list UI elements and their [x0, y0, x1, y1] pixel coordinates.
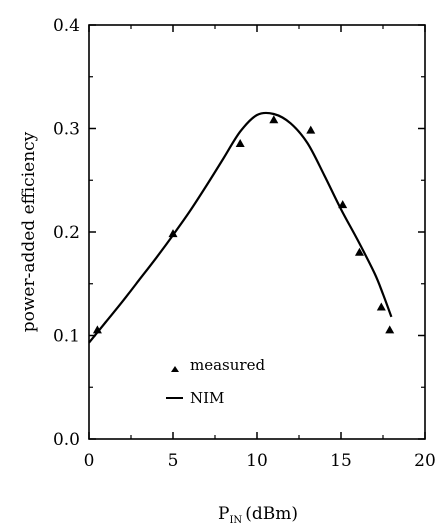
measured-point: [385, 325, 395, 334]
x-axis-label-subscript: IN: [229, 515, 242, 526]
legend-label-measured: measured: [190, 356, 265, 374]
y-tick-label: 0.4: [53, 16, 80, 36]
legend-triangle-marker: [171, 366, 179, 372]
measured-series-points: [92, 115, 395, 334]
y-axis-ticks: 0.0 0.1 0.2 0.3 0.4: [53, 16, 425, 450]
x-axis-ticks: 0 5 10 15 20: [84, 25, 436, 471]
measured-point: [235, 139, 245, 148]
plot-frame: [88, 24, 426, 440]
x-tick-label: 15: [330, 451, 352, 471]
measured-point: [306, 125, 316, 134]
legend-label-nim: NIM: [190, 389, 224, 407]
nim-series-line: [88, 111, 393, 344]
measured-point: [92, 325, 102, 334]
x-tick-label: 10: [246, 451, 268, 471]
y-tick-label: 0.0: [53, 430, 80, 450]
y-tick-label: 0.1: [53, 327, 80, 347]
x-axis-label-main: P: [218, 504, 229, 524]
x-axis-label: PIN (dBm): [218, 504, 298, 526]
x-tick-label: 0: [84, 451, 95, 471]
measured-point: [269, 115, 279, 124]
measured-point: [338, 200, 348, 209]
measured-point: [376, 302, 386, 311]
measured-point: [168, 229, 178, 238]
x-tick-label: 5: [168, 451, 179, 471]
measured-point: [354, 247, 364, 256]
y-axis-label: power-added efficiency: [19, 131, 39, 332]
legend: measured NIM: [166, 356, 265, 407]
y-tick-label: 0.3: [53, 120, 80, 140]
x-axis-label-unit: (dBm): [245, 504, 298, 524]
y-tick-label: 0.2: [53, 223, 80, 243]
x-tick-label: 20: [414, 451, 436, 471]
